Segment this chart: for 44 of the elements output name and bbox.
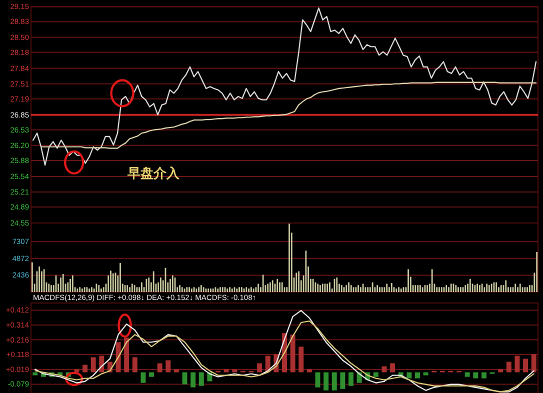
bar (124, 338, 130, 372)
bar (390, 363, 396, 372)
line-series (32, 8, 537, 166)
bar (166, 360, 171, 372)
bar (82, 364, 88, 372)
bar (531, 354, 536, 372)
bar (324, 372, 329, 390)
bar (174, 369, 179, 372)
bar (423, 372, 428, 376)
bar (116, 342, 121, 372)
bar (464, 372, 470, 377)
bar (473, 372, 478, 378)
bar (498, 369, 504, 372)
bar (140, 372, 146, 383)
bar (157, 363, 162, 372)
bar (198, 372, 204, 386)
bar (414, 372, 420, 378)
bar (257, 363, 262, 372)
bar (149, 372, 154, 377)
bar (74, 369, 80, 372)
bar (224, 369, 229, 372)
bar (32, 372, 38, 376)
bar (514, 356, 520, 372)
bar (506, 362, 512, 372)
bar (298, 346, 304, 372)
bar (382, 366, 387, 372)
bar (348, 372, 354, 386)
bar (190, 372, 196, 388)
bar (306, 369, 312, 372)
line-series (40, 82, 537, 149)
bar (182, 372, 188, 384)
bar (90, 357, 96, 372)
bar (99, 356, 104, 372)
bar (481, 372, 486, 378)
bar (232, 369, 238, 372)
bar (373, 372, 378, 377)
bar (332, 372, 337, 390)
bar (290, 334, 296, 372)
bar (406, 372, 412, 378)
bar (523, 358, 528, 372)
bar (315, 372, 320, 388)
bar (340, 372, 346, 389)
bar (132, 357, 138, 372)
annotation: 早盘介入 (126, 166, 180, 181)
